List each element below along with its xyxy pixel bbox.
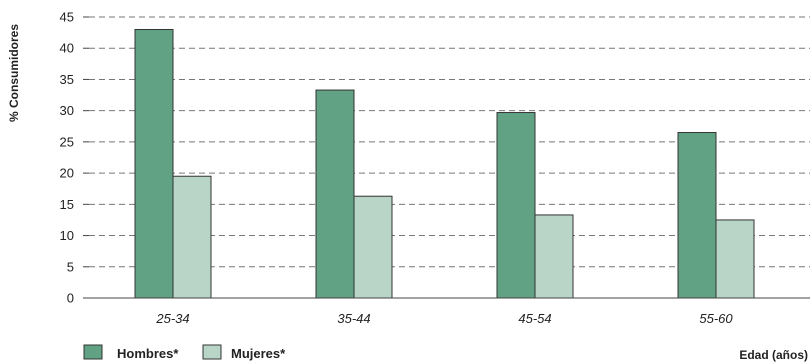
x-tick-label: 45-54 (518, 311, 551, 326)
bar-hombres-35-44 (315, 89, 355, 299)
y-axis-ticks: 0 5 10 15 20 25 30 35 40 45 (60, 10, 89, 306)
x-tick-label: 35-44 (337, 311, 370, 326)
bar-mujeres-35-44 (353, 195, 393, 299)
x-tick-label: 25-34 (155, 311, 189, 326)
y-tick-label: 30 (60, 103, 74, 118)
legend-swatch (83, 344, 103, 360)
y-tick-label: 40 (60, 41, 74, 56)
y-tick-label: 35 (60, 72, 74, 87)
y-tick-label: 0 (67, 291, 74, 306)
legend-label: Mujeres* (231, 346, 286, 361)
y-tick-label: 10 (60, 228, 74, 243)
y-tick-label: 5 (67, 259, 74, 274)
x-tick-label: 55-60 (699, 311, 733, 326)
legend-label: Hombres* (117, 346, 179, 361)
y-tick-label: 15 (60, 197, 74, 212)
bar-mujeres-55-60 (715, 219, 755, 299)
bar-hombres-25-34 (134, 28, 174, 299)
legend: Hombres* Mujeres* (83, 344, 286, 361)
y-tick-label: 45 (60, 10, 74, 25)
y-axis-title: % Consumidores (7, 24, 21, 122)
legend-swatch (202, 344, 222, 360)
y-tick-label: 20 (60, 166, 74, 181)
bar-hombres-55-60 (677, 132, 717, 299)
x-axis-ticks: 25-34 35-44 45-54 55-60 (155, 311, 733, 326)
y-tick-label: 25 (60, 134, 74, 149)
bar-hombres-45-54 (496, 112, 536, 299)
bars (134, 28, 755, 299)
bar-mujeres-25-34 (172, 175, 212, 299)
x-axis-title: Edad (años) (739, 348, 808, 362)
bar-mujeres-45-54 (534, 214, 574, 299)
